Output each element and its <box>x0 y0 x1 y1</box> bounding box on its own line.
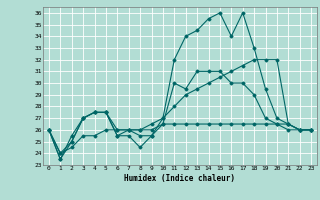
X-axis label: Humidex (Indice chaleur): Humidex (Indice chaleur) <box>124 174 236 183</box>
